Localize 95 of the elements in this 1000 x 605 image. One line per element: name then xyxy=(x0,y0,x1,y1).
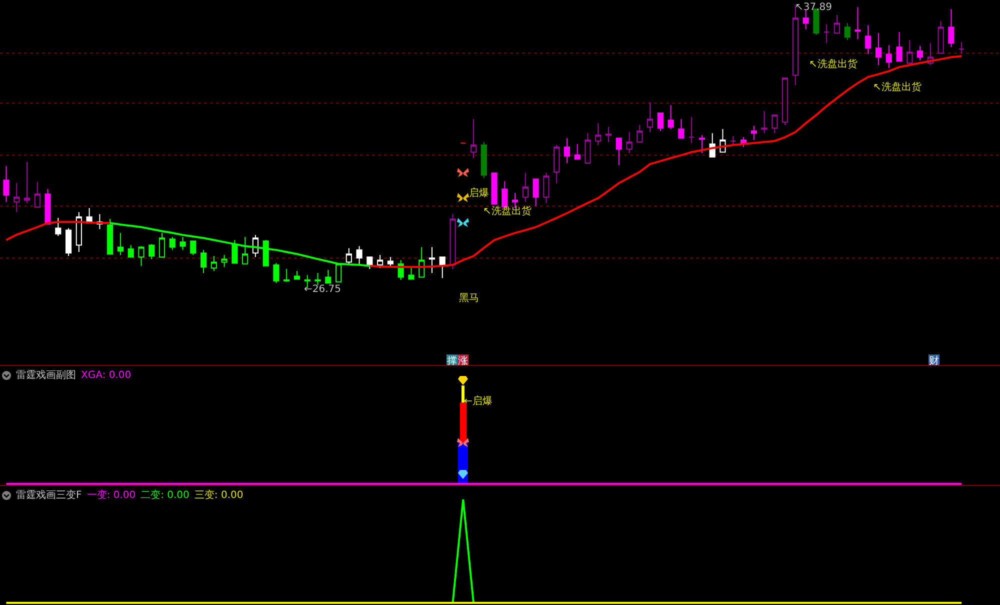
candlestick xyxy=(636,124,643,142)
candlestick xyxy=(844,22,850,41)
candlestick xyxy=(366,256,373,270)
candlestick xyxy=(117,232,124,256)
candlestick xyxy=(169,236,176,250)
candlestick xyxy=(896,32,902,62)
candlestick xyxy=(190,240,196,256)
candlestick xyxy=(346,248,352,266)
candlestick xyxy=(875,32,882,66)
candlestick xyxy=(532,178,539,206)
annotation: 启爆 xyxy=(469,187,489,199)
candlestick xyxy=(584,132,591,164)
candlestick xyxy=(834,14,840,34)
candlestick xyxy=(470,118,477,158)
candlestick xyxy=(273,262,280,284)
candlestick xyxy=(314,272,321,286)
candlestick xyxy=(543,172,550,204)
candlestick xyxy=(418,246,425,278)
candlestick xyxy=(428,246,436,274)
candlestick xyxy=(657,112,664,132)
candlestick xyxy=(65,228,72,257)
candlestick xyxy=(522,172,528,202)
annotation: ↖洗盘出货 xyxy=(873,81,922,93)
candlestick xyxy=(450,214,456,270)
annotation: ↖洗盘出货 xyxy=(483,205,532,217)
candlestick xyxy=(221,254,228,268)
candlestick xyxy=(948,8,954,48)
candlestick xyxy=(294,270,300,280)
candlestick xyxy=(387,256,394,268)
candlestick xyxy=(284,268,290,282)
candlestick xyxy=(55,217,62,236)
candlestick xyxy=(854,6,861,40)
candlestick xyxy=(595,122,602,146)
candlestick xyxy=(242,236,248,264)
candlestick xyxy=(44,188,51,225)
candlestick xyxy=(232,240,238,264)
annotation: ↖37.89 xyxy=(795,2,832,13)
annotation: 二变: 0.00 xyxy=(140,488,190,502)
candlestick xyxy=(480,141,487,179)
annotation: 财 xyxy=(929,355,939,367)
candlestick xyxy=(158,232,166,258)
candlestick xyxy=(605,126,612,142)
candlestick xyxy=(958,42,965,54)
candlestick xyxy=(408,266,414,280)
candlestick xyxy=(626,132,632,154)
candlestick xyxy=(439,256,446,279)
candlestick xyxy=(938,20,944,54)
candlestick xyxy=(616,138,622,166)
chart-title: 雷霆戏画副图 xyxy=(16,368,76,382)
annotation: 黑马 xyxy=(459,293,479,304)
candlestick xyxy=(14,182,20,213)
candlestick xyxy=(824,24,830,44)
candlestick xyxy=(782,77,788,126)
annotation: ←启爆 xyxy=(464,395,492,407)
candlestick xyxy=(491,172,498,204)
candlestick xyxy=(906,40,913,64)
candlestick xyxy=(772,114,778,134)
annotation: 一变: 0.00 xyxy=(86,488,136,502)
chart-title: 雷霆戏画三变F xyxy=(16,488,82,502)
candlestick xyxy=(761,110,768,134)
candlestick xyxy=(813,8,820,36)
candlestick xyxy=(802,10,809,30)
candlestick xyxy=(356,246,362,266)
candlestick xyxy=(138,246,144,266)
candlestick xyxy=(148,244,155,260)
annotation: 涨 xyxy=(458,355,468,367)
candlestick xyxy=(688,116,695,144)
candlestick xyxy=(917,45,924,61)
candlestick xyxy=(24,162,30,204)
candlestick xyxy=(886,44,892,69)
candlestick xyxy=(34,182,40,208)
candlestick xyxy=(502,180,508,208)
annotation: 撑 xyxy=(447,355,457,367)
annotation: ↖洗盘出货 xyxy=(809,58,858,70)
candlestick xyxy=(865,24,872,55)
annotation: 三变: 0.00 xyxy=(194,488,244,502)
candlestick xyxy=(210,256,217,272)
candlestick xyxy=(698,134,706,154)
candlestick xyxy=(554,144,560,184)
candlestick xyxy=(76,212,82,252)
candlestick xyxy=(325,269,332,284)
candlestick xyxy=(678,118,684,139)
candlestick xyxy=(750,125,757,140)
candlestick xyxy=(574,144,580,160)
candlestick xyxy=(647,102,654,133)
candlestick xyxy=(3,166,10,202)
candlestick xyxy=(564,138,570,164)
candlestick xyxy=(377,254,384,268)
candlestick xyxy=(668,104,674,130)
candlestick xyxy=(200,249,207,274)
candlestick xyxy=(180,236,186,250)
annotation: ←26.75 xyxy=(304,284,342,295)
candlestick xyxy=(128,244,134,258)
candlestick xyxy=(730,136,736,147)
text: XGA: 0.00 xyxy=(81,370,132,380)
